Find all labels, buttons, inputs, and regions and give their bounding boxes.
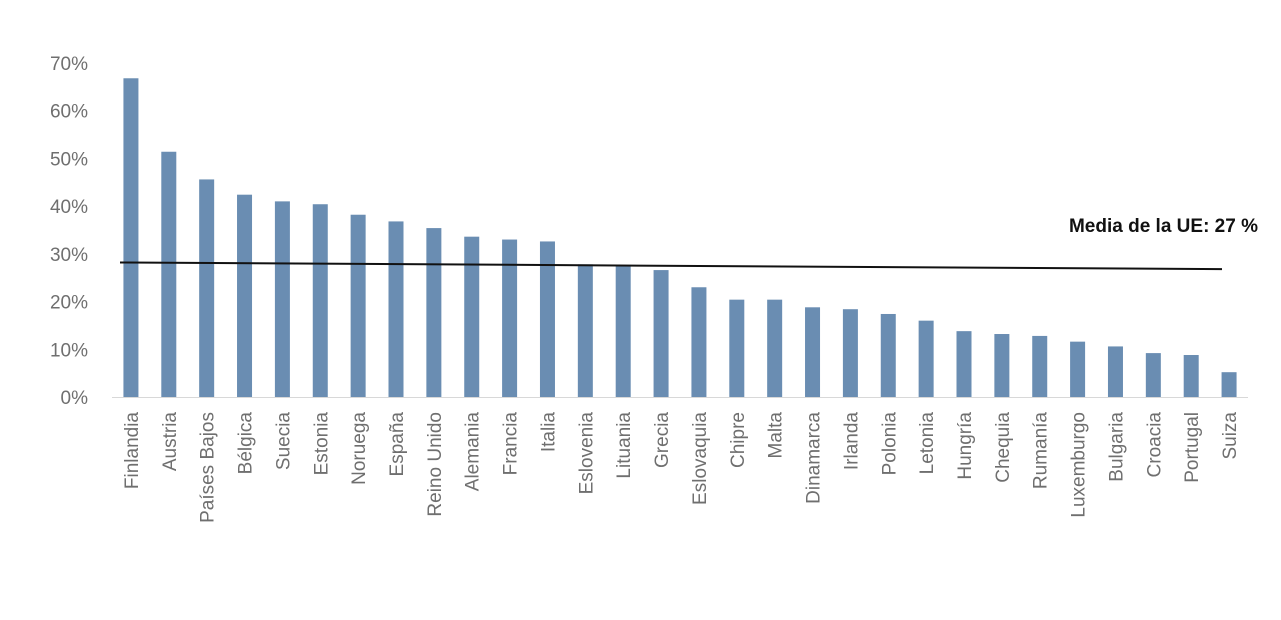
bar bbox=[956, 331, 972, 397]
bar bbox=[615, 265, 631, 397]
bar bbox=[464, 236, 480, 397]
bar bbox=[842, 309, 858, 397]
x-tick-label: Chequia bbox=[993, 412, 1014, 483]
bar bbox=[539, 241, 555, 397]
bar bbox=[274, 201, 290, 397]
eu-average-line bbox=[119, 261, 1223, 271]
bar bbox=[199, 179, 215, 397]
x-tick-label: Rumanía bbox=[1031, 412, 1052, 490]
x-tick-label: Croacia bbox=[1144, 412, 1165, 478]
bar bbox=[161, 151, 177, 397]
bar bbox=[1145, 353, 1161, 397]
y-tick-label: 20% bbox=[50, 293, 88, 314]
x-axis: Finlandia Austria Países Bajos Bélgica Sueci… bbox=[122, 412, 1241, 523]
bar bbox=[691, 287, 707, 397]
x-tick-label: Luxemburgo bbox=[1069, 412, 1090, 518]
y-tick-label: 40% bbox=[50, 197, 88, 218]
x-tick-label: Eslovenia bbox=[576, 412, 597, 495]
x-tick-label: Países Bajos bbox=[198, 412, 219, 523]
x-tick-label: Chipre bbox=[728, 412, 749, 468]
y-tick-label: 0% bbox=[61, 388, 89, 409]
x-tick-label: Malta bbox=[766, 412, 787, 459]
y-axis: 0% 10% 20% 30% 40% 50% 60% 70% bbox=[50, 54, 88, 409]
bar bbox=[653, 270, 669, 397]
bar bbox=[577, 264, 593, 397]
bar bbox=[237, 194, 253, 397]
bars bbox=[123, 78, 1237, 398]
x-tick-label: Dinamarca bbox=[804, 412, 825, 504]
bar bbox=[1221, 372, 1237, 397]
x-tick-label: Eslovaquia bbox=[690, 412, 711, 505]
bar bbox=[880, 313, 896, 397]
x-tick-label: Suecia bbox=[273, 412, 294, 471]
bar bbox=[994, 334, 1010, 397]
y-tick-label: 60% bbox=[50, 102, 88, 123]
bar bbox=[350, 214, 366, 397]
bar bbox=[388, 221, 404, 397]
bar bbox=[426, 228, 442, 397]
x-tick-label: Suiza bbox=[1220, 412, 1241, 460]
y-tick-label: 70% bbox=[50, 54, 88, 75]
bar bbox=[729, 299, 745, 397]
x-tick-label: Estonia bbox=[311, 412, 332, 476]
x-tick-label: Austria bbox=[160, 412, 181, 472]
y-tick-label: 30% bbox=[50, 245, 88, 266]
x-tick-label: Portugal bbox=[1182, 412, 1203, 483]
x-tick-label: Irlanda bbox=[841, 412, 862, 471]
x-tick-label: Lituania bbox=[614, 412, 635, 479]
x-tick-label: Francia bbox=[501, 412, 522, 476]
x-tick-label: Reino Unido bbox=[425, 412, 446, 517]
x-tick-label: España bbox=[387, 412, 408, 477]
x-tick-label: Noruega bbox=[349, 412, 370, 485]
bar bbox=[1183, 355, 1199, 397]
x-tick-label: Bulgaria bbox=[1106, 412, 1127, 482]
x-tick-label: Polonia bbox=[879, 412, 900, 476]
bar bbox=[805, 307, 821, 397]
x-tick-label: Letonia bbox=[917, 412, 938, 475]
bar bbox=[502, 239, 518, 397]
x-tick-label: Grecia bbox=[652, 412, 673, 468]
bar bbox=[918, 320, 934, 397]
bar bbox=[1070, 341, 1086, 397]
x-tick-label: Bélgica bbox=[236, 412, 257, 475]
bar bbox=[1107, 346, 1123, 397]
bar bbox=[123, 78, 139, 398]
bar bbox=[767, 299, 783, 397]
bar bbox=[312, 204, 328, 397]
y-tick-label: 10% bbox=[50, 340, 88, 361]
x-tick-label: Italia bbox=[538, 412, 559, 453]
y-tick-label: 50% bbox=[50, 149, 88, 170]
x-tick-label: Hungría bbox=[955, 412, 976, 480]
bar bbox=[1032, 335, 1048, 397]
x-tick-label: Alemania bbox=[463, 412, 484, 492]
x-tick-label: Finlandia bbox=[122, 412, 143, 490]
eu-average-label: Media de la UE: 27 % bbox=[1069, 216, 1258, 237]
